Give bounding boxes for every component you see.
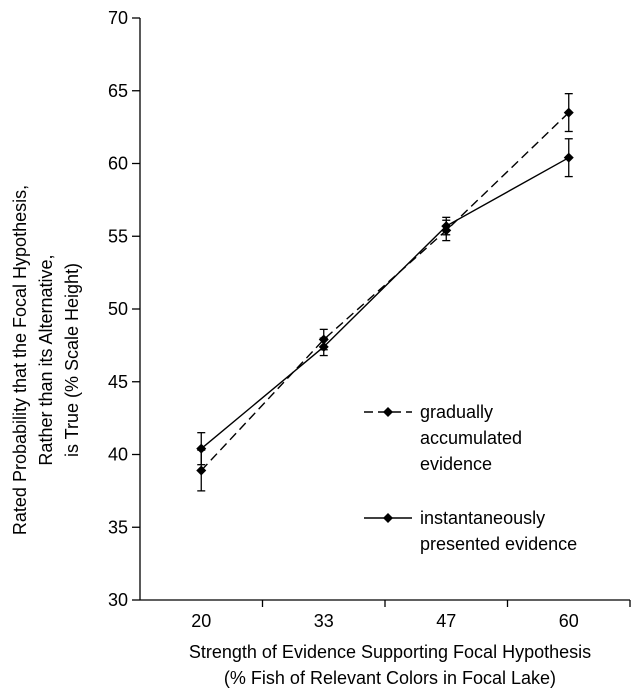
x-tick-label: 60 [559,611,579,631]
x-axis-title-line: Strength of Evidence Supporting Focal Hy… [189,642,591,662]
data-point [196,465,207,476]
y-axis-title-line: Rather than its Alternative, [36,254,56,465]
y-axis-title-line: Rated Probability that the Focal Hypothe… [10,185,30,535]
y-tick-label: 30 [108,590,128,610]
y-tick-label: 45 [108,372,128,392]
legend-label: gradually [420,402,493,422]
legend-label: evidence [420,454,492,474]
legend-item-1: instantaneously presented evidence [364,508,577,554]
y-tick-label: 40 [108,445,128,465]
x-tick-label: 47 [436,611,456,631]
legend-marker [383,407,393,417]
x-axis-title-line: (% Fish of Relevant Colors in Focal Lake… [224,668,556,688]
x-tick-label: 33 [314,611,334,631]
series-1 [196,138,574,466]
series-line [200,112,570,471]
legend: gradually accumulated evidence instantaneou… [364,402,577,554]
series-line [200,157,570,450]
legend-marker [383,513,393,523]
y-tick-label: 70 [108,8,128,28]
legend-label: presented evidence [420,534,577,554]
legend-label: accumulated [420,428,522,448]
y-axis-title: Rated Probability that the Focal Hypothe… [10,185,82,535]
y-tick-label: 65 [108,81,128,101]
legend-label: instantaneously [420,508,545,528]
y-axis-title-line: is True (% Scale Height) [62,263,82,457]
data-point [196,443,207,454]
y-tick-label: 50 [108,299,128,319]
y-tick-label: 55 [108,226,128,246]
axes: 30 35 40 45 50 55 60 65 70 20 33 47 60 [108,8,631,631]
data-point [563,152,574,163]
y-tick-label: 60 [108,154,128,174]
series-layer [196,93,574,492]
data-point [441,221,452,232]
x-tick-label: 20 [191,611,211,631]
legend-item-0: gradually accumulated evidence [364,402,522,474]
data-point [563,107,574,118]
y-tick-label: 35 [108,517,128,537]
data-point [318,341,329,352]
axis-labels: Rated Probability that the Focal Hypothe… [10,185,591,688]
